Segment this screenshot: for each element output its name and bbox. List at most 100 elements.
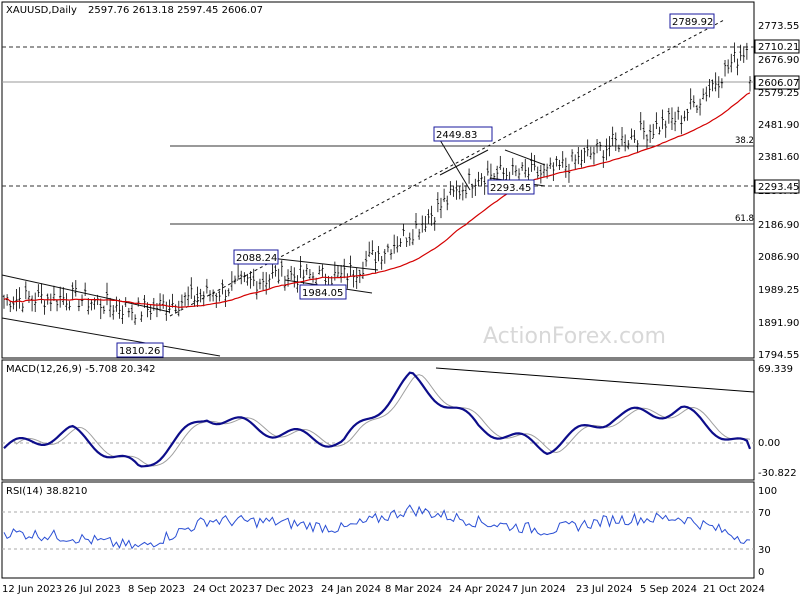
price-bar <box>514 165 518 177</box>
price-bar <box>102 305 106 314</box>
price-bar <box>399 238 402 248</box>
price-bar <box>555 156 558 167</box>
price-bar <box>252 268 255 287</box>
price-bar <box>380 256 383 270</box>
y-tick: 2186.90 <box>758 220 799 231</box>
annotation-1984-label: 1984.05 <box>302 288 343 299</box>
y-tick: 2481.90 <box>758 120 799 131</box>
price-bar <box>655 112 658 130</box>
price-bar <box>283 275 287 291</box>
price-bar <box>80 294 84 306</box>
price-bar <box>427 209 430 224</box>
price-bar <box>461 182 465 201</box>
price-bar <box>143 295 146 308</box>
price-bar <box>158 293 162 312</box>
rsi-y-tick: 0 <box>758 567 764 578</box>
price-bar <box>346 273 349 289</box>
price-bar <box>177 300 180 317</box>
price-bar <box>471 183 474 198</box>
price-bar <box>133 314 137 325</box>
price-bar <box>714 72 717 92</box>
price-bars <box>2 42 752 325</box>
price-bar <box>592 146 596 165</box>
y-tick: 1891.90 <box>758 318 799 329</box>
level-2293-badge: 2293.45 <box>754 179 800 194</box>
price-bar <box>686 108 689 121</box>
rsi-y-tick: 100 <box>758 486 777 497</box>
price-bar <box>165 301 168 321</box>
chart-header-symbol: XAUUSD,Daily <box>6 5 77 16</box>
price-bar <box>639 112 642 131</box>
price-bar <box>27 290 31 303</box>
price-bar <box>199 288 202 303</box>
price-bar <box>249 271 252 289</box>
price-bar <box>549 157 552 169</box>
x-tick: 24 Oct 2023 <box>193 584 255 595</box>
macd-y-tick: 0.00 <box>758 438 780 449</box>
price-bar <box>336 265 340 277</box>
x-tick: 7 Jun 2024 <box>512 584 566 595</box>
macd-signal-line <box>3 374 751 467</box>
y-tick: 2676.90 <box>758 55 799 66</box>
price-bar <box>227 288 230 297</box>
price-bar <box>723 60 727 77</box>
price-bar <box>377 245 380 262</box>
price-bar <box>183 292 187 306</box>
price-bar <box>424 215 427 232</box>
price-bar <box>574 154 577 170</box>
price-bar <box>305 263 308 276</box>
price-bar <box>5 294 9 306</box>
price-bar <box>402 223 405 237</box>
y-tick: 2086.90 <box>758 252 799 263</box>
macd-trendline <box>435 367 755 393</box>
price-bar <box>477 171 480 187</box>
price-bar <box>474 178 477 196</box>
price-bar <box>608 136 611 157</box>
price-bar <box>739 44 742 61</box>
macd-title: MACD(12,26,9) -5.708 20.342 <box>6 364 156 375</box>
price-bar <box>71 282 74 301</box>
annotation-2449: 2449.83 <box>433 126 493 142</box>
price-bar <box>736 58 739 76</box>
y-tick: 1794.55 <box>758 350 799 361</box>
price-bar <box>62 287 65 305</box>
price-bar <box>533 155 536 171</box>
price-bar <box>355 267 358 289</box>
price-bar <box>627 140 630 150</box>
price-bar <box>511 157 514 175</box>
level-2293-badge-label: 2293.45 <box>758 182 799 193</box>
price-bar <box>318 265 321 275</box>
price-bar <box>677 106 680 120</box>
x-axis: 12 Jun 2023 26 Jul 2023 8 Sep 2023 24 Oc… <box>2 584 765 595</box>
price-bar <box>90 299 93 311</box>
y-tick: 1989.25 <box>758 285 799 296</box>
price-bar <box>670 107 674 131</box>
annotation-2789-label: 2789.92 <box>672 17 713 28</box>
price-bar <box>21 303 24 313</box>
price-bar <box>49 293 53 312</box>
price-bar <box>680 115 683 135</box>
price-bar <box>452 186 455 197</box>
price-bar <box>243 272 246 283</box>
price-bar <box>455 180 458 200</box>
price-bar <box>673 111 677 132</box>
price-bar <box>371 240 374 255</box>
price-bar <box>567 163 571 183</box>
annotation-2088: 2088.24 <box>233 249 279 265</box>
price-bar <box>745 42 749 60</box>
price-bar <box>77 299 81 312</box>
price-bar <box>321 264 324 277</box>
price-bar <box>720 78 724 89</box>
channel-lower-line <box>1 317 221 357</box>
price-bar <box>190 277 193 299</box>
price-bar <box>358 269 362 284</box>
price-bar <box>289 265 293 280</box>
price-bar <box>392 234 396 254</box>
price-bar <box>171 293 174 308</box>
price-bar <box>458 185 461 200</box>
price-bar <box>689 88 692 110</box>
price-bar <box>630 128 633 140</box>
price-bar <box>623 134 627 152</box>
price-bar <box>433 217 436 231</box>
price-bar <box>99 298 102 320</box>
